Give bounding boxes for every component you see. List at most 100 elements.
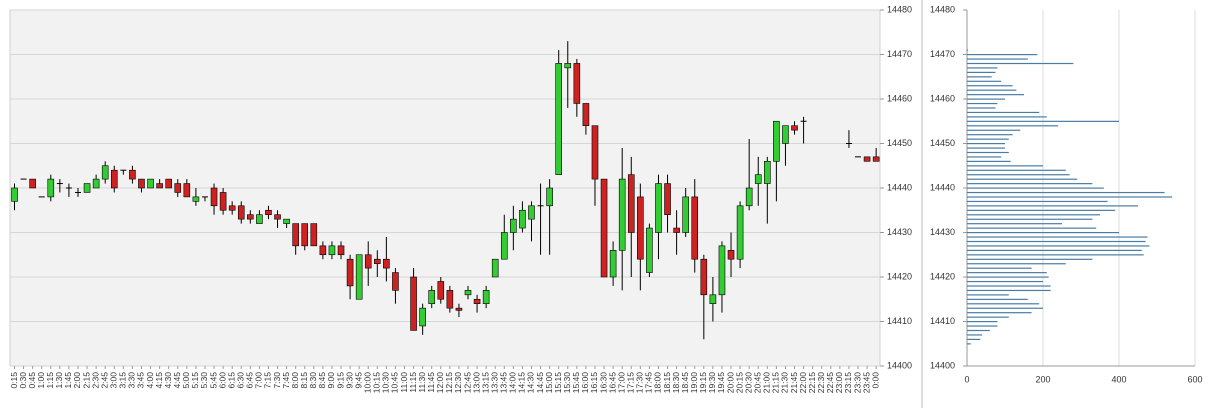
candle-body (691, 196, 699, 260)
candle-body (373, 258, 381, 264)
candle-body (74, 191, 81, 193)
candle-body (192, 196, 200, 202)
candle-body (419, 307, 426, 327)
bar (967, 94, 1024, 96)
x-tick-label: 8:45 (317, 372, 327, 389)
candle-body (528, 205, 535, 220)
x-tick-label: 12:15 (444, 372, 454, 394)
candle-body (38, 196, 45, 198)
x-tick-label: 3:30 (127, 372, 137, 389)
candle-body (301, 223, 309, 247)
bar (967, 321, 998, 323)
candle-body (491, 258, 499, 278)
bar (967, 178, 1078, 180)
x-tick-label: 2:00 (72, 372, 82, 389)
candle-body (791, 125, 798, 131)
bar (967, 289, 1051, 292)
bar (967, 134, 1013, 136)
y-tick-label: 14430 (887, 227, 912, 237)
candle-body (872, 156, 880, 162)
x-tick-label: 16:45 (607, 372, 617, 394)
x-tick-label: 1:45 (63, 372, 73, 389)
y-tick-label: 14460 (930, 93, 955, 103)
bar (967, 303, 1040, 305)
candle-body (682, 196, 689, 233)
x-tick-label: 7:30 (272, 372, 282, 389)
candle-body (219, 192, 227, 211)
bar (967, 223, 1062, 225)
bar (967, 80, 1002, 82)
y-tick-label: 14430 (930, 227, 955, 237)
bar (967, 67, 998, 69)
x-tick-label: 18:15 (662, 372, 672, 394)
x-tick-label: 22:30 (816, 372, 826, 394)
y-tick-label: 14400 (887, 360, 912, 370)
candle-body (745, 187, 753, 207)
y-tick-label: 14420 (887, 271, 912, 281)
bar (967, 200, 1108, 203)
x-tick-label: 17:00 (616, 372, 626, 394)
y-tick-label: 14420 (930, 271, 955, 281)
x-tick-label: 0:45 (27, 372, 37, 389)
x-tick-label: 12:45 (462, 372, 472, 394)
bar (967, 276, 1049, 278)
bar (967, 316, 1009, 318)
candle-body (782, 125, 789, 144)
x-tick-label: 23:00 (834, 372, 844, 394)
x-tick-label: 16:30 (598, 372, 608, 394)
x-tick-label: 10:45 (390, 372, 400, 394)
x-tick-label: 0:15 (9, 372, 19, 389)
x-tick-label: 11:45 (426, 372, 436, 393)
bar (967, 120, 1119, 122)
x-tick-label: 5:30 (199, 372, 209, 389)
x-tick-label: 22:45 (825, 372, 835, 394)
x-tick-label: 22:15 (807, 372, 817, 394)
x-tick-label: 7:15 (263, 372, 273, 389)
x-tick-label: 6:30 (236, 372, 246, 389)
bar (967, 227, 1097, 229)
bar (967, 160, 1011, 162)
x-tick-label: 23:15 (843, 372, 853, 394)
candle-body (165, 178, 172, 189)
x-tick-label: 20:00 (725, 372, 735, 394)
candle-body (174, 183, 182, 193)
bar (967, 343, 971, 345)
candle-body (29, 178, 36, 189)
x-tick-label: 4:00 (145, 372, 155, 389)
candle-body (637, 196, 644, 260)
bar (967, 214, 1100, 216)
x-tick-label: 19:30 (707, 372, 717, 394)
bar (967, 174, 1070, 176)
candle-body (555, 63, 563, 175)
candle-body (573, 63, 581, 104)
candle-body (855, 156, 862, 158)
candle-body (437, 281, 445, 300)
candle-body (228, 205, 236, 211)
candle-body (346, 258, 354, 287)
candle-body (274, 214, 281, 220)
candle-body (754, 174, 762, 184)
x-tick-label: 4:45 (172, 372, 182, 389)
y-tick-label: 14440 (887, 182, 912, 192)
candle-body (355, 254, 363, 300)
candle-body (83, 183, 91, 193)
x-tick-label: 5:15 (190, 372, 200, 389)
x-tick-label: 5:00 (181, 372, 191, 389)
candle-body (764, 161, 771, 184)
candle-body (473, 298, 481, 304)
bar (967, 165, 1043, 167)
x-tick-label: 600 (1187, 374, 1202, 384)
candle-body (482, 290, 490, 305)
x-tick-label: 13:00 (471, 372, 481, 394)
bar (967, 147, 1005, 149)
x-tick-label: 20:15 (734, 372, 744, 394)
y-tick-label: 14400 (930, 360, 955, 370)
x-tick-label: 9:00 (326, 372, 336, 389)
x-tick-label: 16:15 (589, 372, 599, 394)
bar (967, 156, 1002, 158)
x-tick-label: 1:00 (36, 372, 46, 389)
x-tick-label: 8:15 (299, 372, 309, 389)
candle-body (201, 196, 208, 198)
x-tick-label: 13:30 (489, 372, 499, 394)
